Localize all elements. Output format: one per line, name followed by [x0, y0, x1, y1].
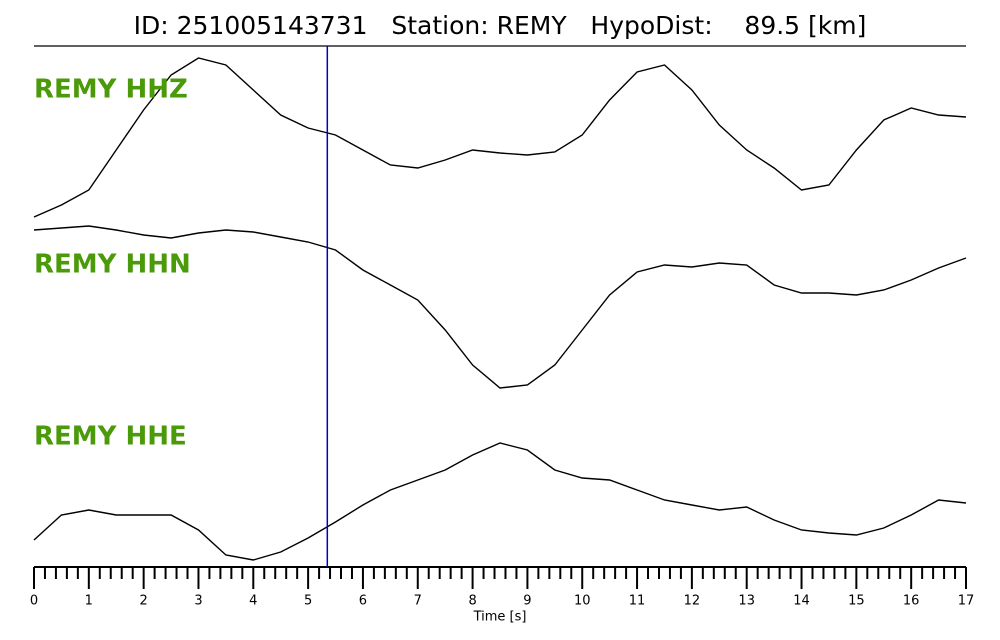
- x-tick-label: 5: [304, 594, 312, 609]
- x-tick-label: 10: [574, 594, 591, 609]
- trace-label: REMY HHZ: [34, 75, 188, 105]
- x-tick-label: 7: [414, 594, 422, 609]
- chart-title: ID: 251005143731 Station: REMY HypoDist:…: [134, 11, 867, 40]
- trace: [33, 442, 967, 561]
- x-tick-label: 4: [249, 594, 257, 609]
- x-tick-label: 11: [629, 594, 646, 609]
- x-tick-label: 17: [958, 594, 975, 609]
- x-tick-label: 1: [85, 594, 93, 609]
- x-tick-label: 14: [793, 594, 810, 609]
- x-tick-label: 13: [738, 594, 755, 609]
- x-tick-label: 9: [523, 594, 531, 609]
- x-tick-label: 2: [140, 594, 148, 609]
- trace-label: REMY HHN: [34, 250, 191, 280]
- x-tick-label: 3: [194, 594, 202, 609]
- x-tick-label: 16: [903, 594, 920, 609]
- trace: [33, 225, 967, 389]
- x-tick-label: 12: [684, 594, 701, 609]
- x-tick-label: 0: [30, 594, 38, 609]
- trace-label: REMY HHE: [34, 422, 187, 452]
- x-axis-label: Time [s]: [473, 610, 527, 625]
- x-tick-label: 8: [468, 594, 476, 609]
- x-tick-label: 15: [848, 594, 865, 609]
- x-tick-label: 6: [359, 594, 367, 609]
- trace: [33, 57, 967, 218]
